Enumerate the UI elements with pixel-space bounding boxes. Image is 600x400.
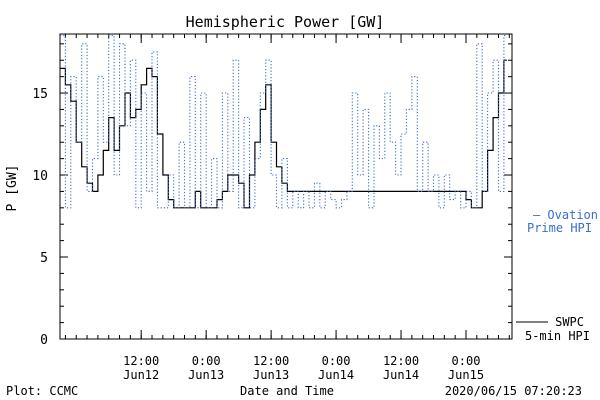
legend-ovation-line2: Prime HPI xyxy=(527,221,592,235)
x-axis-label: Date and Time xyxy=(240,384,334,398)
legend-swpc-line1: SWPC xyxy=(555,315,584,329)
x-tick-time-label: 0:00 xyxy=(322,354,351,368)
y-tick-label: 0 xyxy=(40,333,48,348)
x-tick-time-label: 12:00 xyxy=(253,354,289,368)
plot-credit: Plot: CCMC xyxy=(6,384,78,398)
x-tick-time-label: 0:00 xyxy=(452,354,481,368)
legend-swpc-line2: 5-min HPI xyxy=(525,329,590,343)
x-tick-time-label: 12:00 xyxy=(383,354,419,368)
x-tick-time-label: 0:00 xyxy=(192,354,221,368)
y-tick-label: 10 xyxy=(32,169,48,184)
plot-frame xyxy=(59,33,513,340)
series-line-ovation xyxy=(60,35,507,209)
x-tick-time-label: 12:00 xyxy=(123,354,159,368)
y-tick-label: 5 xyxy=(40,251,48,266)
plot-timestamp: 2020/06/15 07:20:23 xyxy=(445,384,582,398)
x-tick-date-label: Jun13 xyxy=(188,368,224,382)
x-tick-date-label: Jun13 xyxy=(253,368,289,382)
series-line-swpc xyxy=(60,59,507,209)
chart-title: Hemispheric Power [GW] xyxy=(186,13,385,31)
y-tick-label: 15 xyxy=(32,87,48,102)
x-tick-date-label: Jun14 xyxy=(383,368,419,382)
plot-area: 05101512:00Jun120:00Jun1312:00Jun130:00J… xyxy=(32,33,513,382)
x-tick-date-label: Jun14 xyxy=(318,368,354,382)
x-tick-date-label: Jun15 xyxy=(448,368,484,382)
x-tick-date-label: Jun12 xyxy=(123,368,159,382)
y-axis-label: P [GW] xyxy=(5,165,20,212)
legend-ovation-line1: – Ovation xyxy=(533,208,598,222)
